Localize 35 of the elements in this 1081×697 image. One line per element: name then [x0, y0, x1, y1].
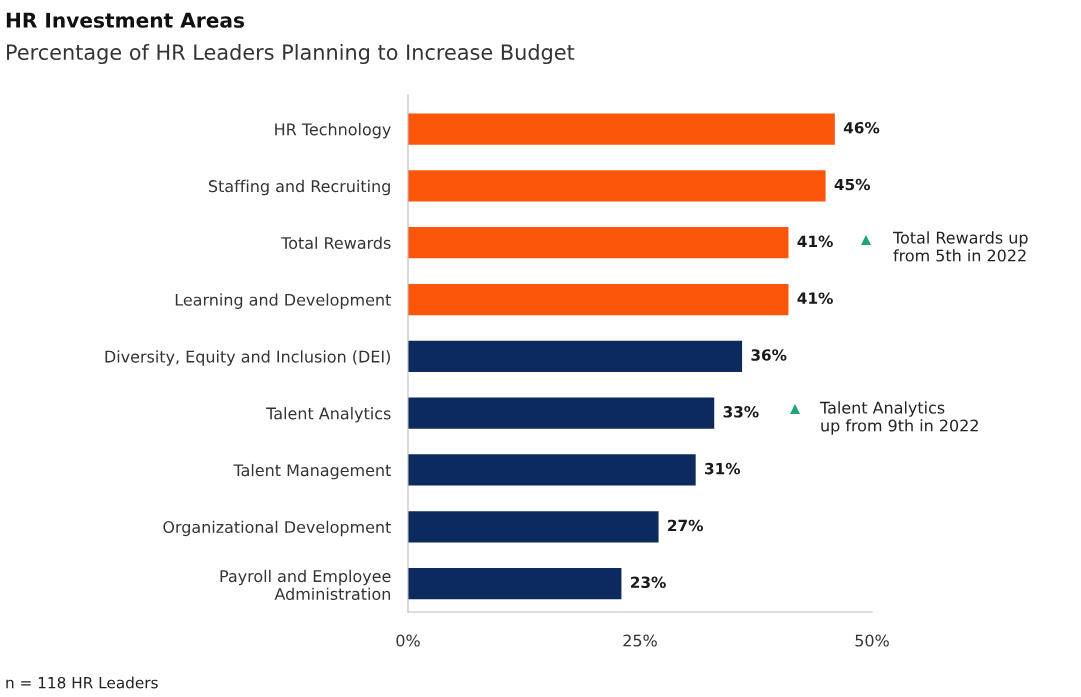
bar	[408, 511, 659, 543]
data-label: 36%	[751, 349, 787, 361]
y-tick-label: Organizational Development	[163, 520, 391, 537]
bar	[408, 340, 743, 372]
bar	[408, 567, 622, 600]
chart-subtitle: Percentage of HR Leaders Planning to Increase Budget	[7, 43, 575, 65]
data-label: 46%	[843, 121, 880, 134]
y-tick-label: HR Technology	[275, 123, 391, 139]
x-tick-label: 0%	[396, 634, 420, 647]
x-tick-label: 25%	[623, 634, 657, 647]
data-label: 31%	[705, 462, 741, 475]
y-tick-label: Talent Analytics	[266, 407, 391, 423]
text: HR Investment Areas	[6, 12, 245, 28]
bar	[408, 113, 835, 145]
y-tick-label: Talent Management	[233, 463, 391, 480]
data-label: 41%	[797, 292, 833, 304]
text: n = 118 HR Leaders	[6, 676, 158, 689]
bar	[408, 227, 789, 259]
text: Total Rewards up from 5th in 2022	[892, 231, 1028, 262]
data-label: 33%	[723, 406, 759, 418]
data-label: 27%	[668, 519, 703, 532]
bar	[408, 454, 696, 486]
annotation: Talent Analytics up from 9th in 2022	[819, 401, 978, 435]
x-tick-label: 50%	[855, 634, 889, 647]
y-tick-label: Total Rewards	[281, 236, 391, 250]
data-label: 23%	[630, 576, 666, 589]
y-tick-label: Staffing and Recruiting	[208, 179, 390, 196]
y-tick-label: Diversity, Equity and Inclusion (DEI)	[105, 350, 390, 366]
data-label: 41%	[797, 235, 833, 248]
y-tick-label: Learning and Development	[175, 293, 391, 309]
y-tick-label: Payroll and Employee Administration	[220, 569, 391, 601]
bar	[408, 397, 715, 429]
bar	[408, 170, 826, 202]
bar	[408, 283, 789, 316]
data-label: 45%	[834, 178, 871, 191]
